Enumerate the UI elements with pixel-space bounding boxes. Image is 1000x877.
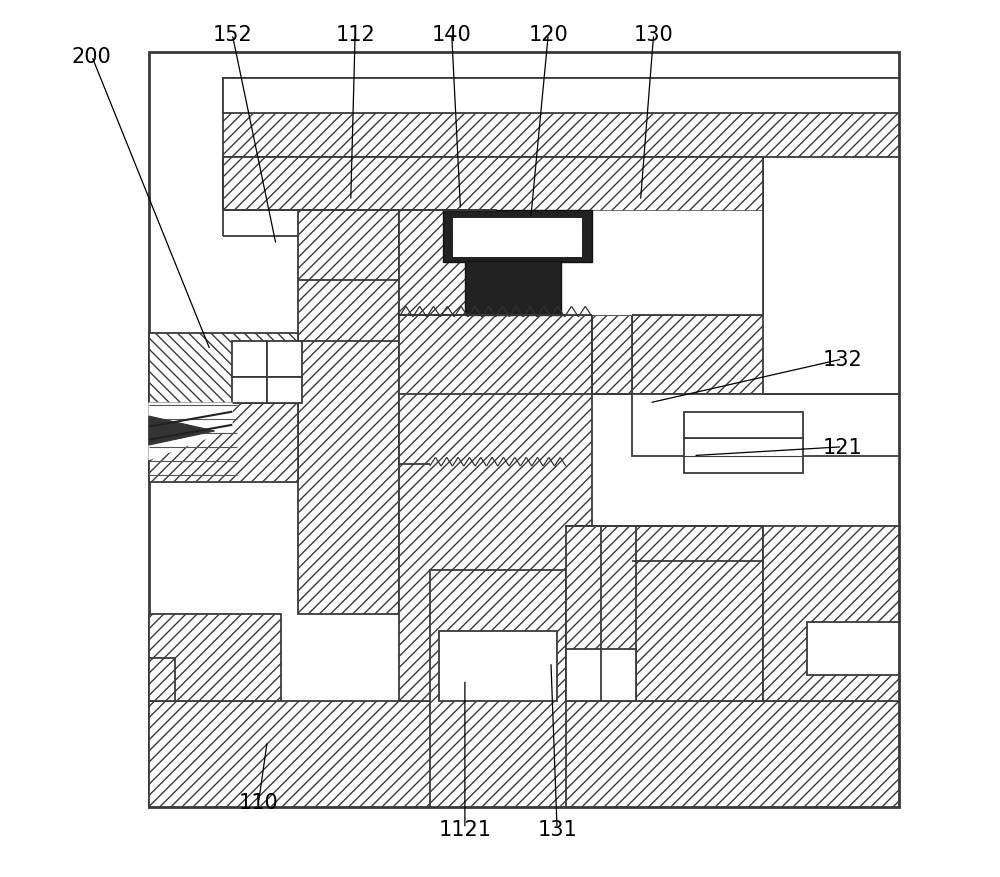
Bar xyxy=(452,217,582,258)
Bar xyxy=(149,614,281,702)
Bar xyxy=(232,342,267,377)
Bar xyxy=(223,79,899,158)
Text: 130: 130 xyxy=(634,25,674,45)
Bar xyxy=(443,210,592,263)
Bar xyxy=(267,342,302,377)
Bar xyxy=(399,316,592,702)
Polygon shape xyxy=(592,316,632,395)
Text: 120: 120 xyxy=(528,25,568,45)
Bar xyxy=(149,53,899,807)
Text: 131: 131 xyxy=(537,819,577,838)
Bar xyxy=(632,395,899,456)
Text: 1121: 1121 xyxy=(438,819,491,838)
Text: 140: 140 xyxy=(432,25,472,45)
Polygon shape xyxy=(223,158,763,316)
Bar xyxy=(399,158,592,316)
Bar xyxy=(632,526,763,702)
Bar xyxy=(632,158,763,395)
Bar xyxy=(439,631,557,702)
Text: 152: 152 xyxy=(212,25,252,45)
Bar xyxy=(149,702,899,807)
Bar xyxy=(430,570,566,807)
Bar xyxy=(149,342,298,482)
Text: 200: 200 xyxy=(72,47,112,67)
Text: 110: 110 xyxy=(239,793,278,812)
Text: 121: 121 xyxy=(823,438,862,457)
Bar xyxy=(232,377,267,403)
Bar xyxy=(763,526,899,702)
Bar xyxy=(496,210,763,316)
Bar xyxy=(465,261,561,316)
Bar xyxy=(267,377,302,403)
Bar xyxy=(807,623,899,675)
Bar xyxy=(684,412,803,438)
Text: 132: 132 xyxy=(823,350,862,369)
Polygon shape xyxy=(149,417,215,446)
Bar xyxy=(566,649,636,702)
Text: 112: 112 xyxy=(335,25,375,45)
Bar xyxy=(684,438,803,474)
Bar xyxy=(223,79,899,114)
Bar xyxy=(298,158,399,614)
Bar xyxy=(149,333,298,403)
Polygon shape xyxy=(149,403,232,460)
Bar xyxy=(566,526,636,702)
